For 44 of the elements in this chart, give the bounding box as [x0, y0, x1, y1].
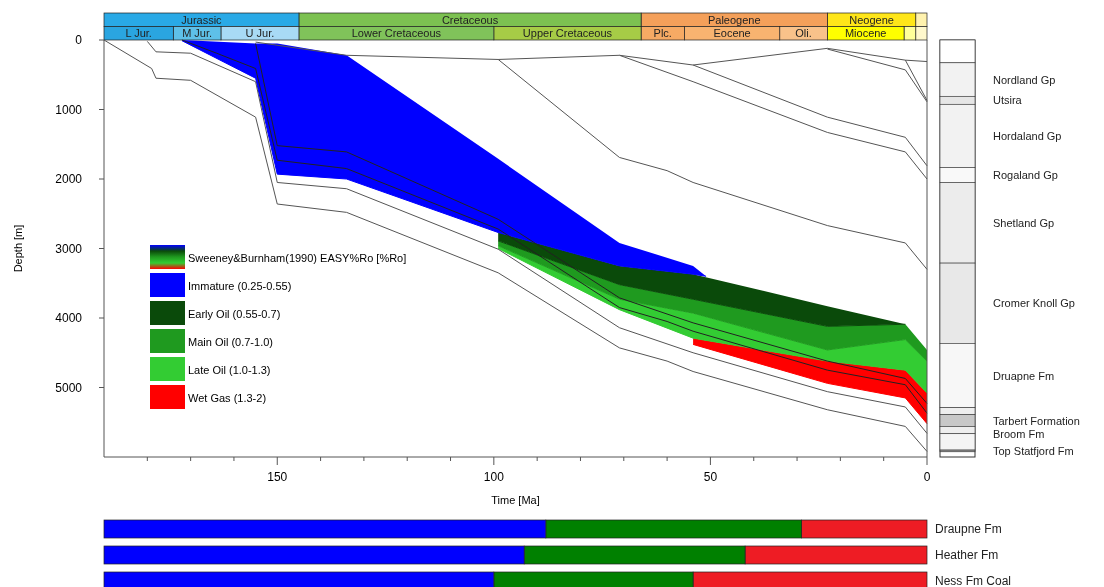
series-label: Neogene	[849, 13, 894, 26]
series-label: Utsira	[993, 94, 1023, 107]
series-label: Paleogene	[707, 13, 761, 26]
series-label: Jurassic	[181, 13, 223, 26]
legend-label: Main Oil (0.7-1.0)	[188, 336, 273, 348]
series-label: Nordland Gp	[993, 73, 1056, 86]
y-tick-label: 0	[75, 33, 83, 47]
series-label: Rogaland Gp	[993, 169, 1058, 181]
series-label: Upper Cretaceous	[522, 27, 613, 39]
series-label: Top Statfjord Fm	[993, 444, 1074, 457]
y-tick-label: Heather Fm	[935, 548, 999, 562]
legend-label: Wet Gas (1.3-2)	[188, 392, 267, 404]
y-tick-label: Ness Fm Coal	[935, 574, 1012, 587]
legend-label: Early Oil (0.55-0.7)	[188, 308, 281, 320]
series-label: Plc.	[653, 27, 672, 39]
x-axis-title: Time [Ma]	[491, 494, 540, 506]
series-label: U Jur.	[245, 27, 275, 39]
series-label: Miocene	[844, 27, 887, 39]
y-axis-title: Depth [m]	[12, 224, 24, 273]
y-tick-label: Draupne Fm	[935, 522, 1002, 536]
series-label: Shetland Gp	[993, 216, 1055, 229]
y-tick-label: 2000	[55, 172, 83, 186]
y-tick-label: 5000	[55, 380, 83, 395]
series-label: L Jur.	[125, 27, 152, 39]
series-label: Cromer Knoll Gp	[993, 297, 1075, 310]
y-tick-label: 4000	[55, 311, 83, 325]
legend-label: Immature (0.25-0.55)	[188, 280, 292, 292]
series-label: Cretaceous	[441, 13, 499, 26]
x-tick-label: 150	[267, 470, 288, 484]
x-tick-label: 100	[483, 470, 505, 484]
series-label: M Jur.	[182, 27, 213, 39]
series-label: Broom Fm	[993, 427, 1045, 440]
legend-label: Late Oil (1.0-1.3)	[188, 364, 271, 376]
x-tick-label: 50	[703, 470, 718, 484]
series-label: Tarbert Formation	[993, 414, 1080, 427]
legend-title: Sweeney&Burnham(1990) EASY%Ro [%Ro]	[188, 252, 407, 264]
series-label: Hordaland Gp	[993, 129, 1062, 142]
series-label: Druapne Fm	[993, 369, 1055, 382]
series-label: Lower Cretaceous	[351, 27, 442, 39]
x-tick-label: 0	[923, 470, 931, 484]
series-label: Oli.	[795, 27, 812, 39]
y-tick-label: 1000	[55, 102, 83, 117]
y-tick-label: 3000	[55, 241, 83, 256]
series-label: Eocene	[713, 27, 751, 39]
